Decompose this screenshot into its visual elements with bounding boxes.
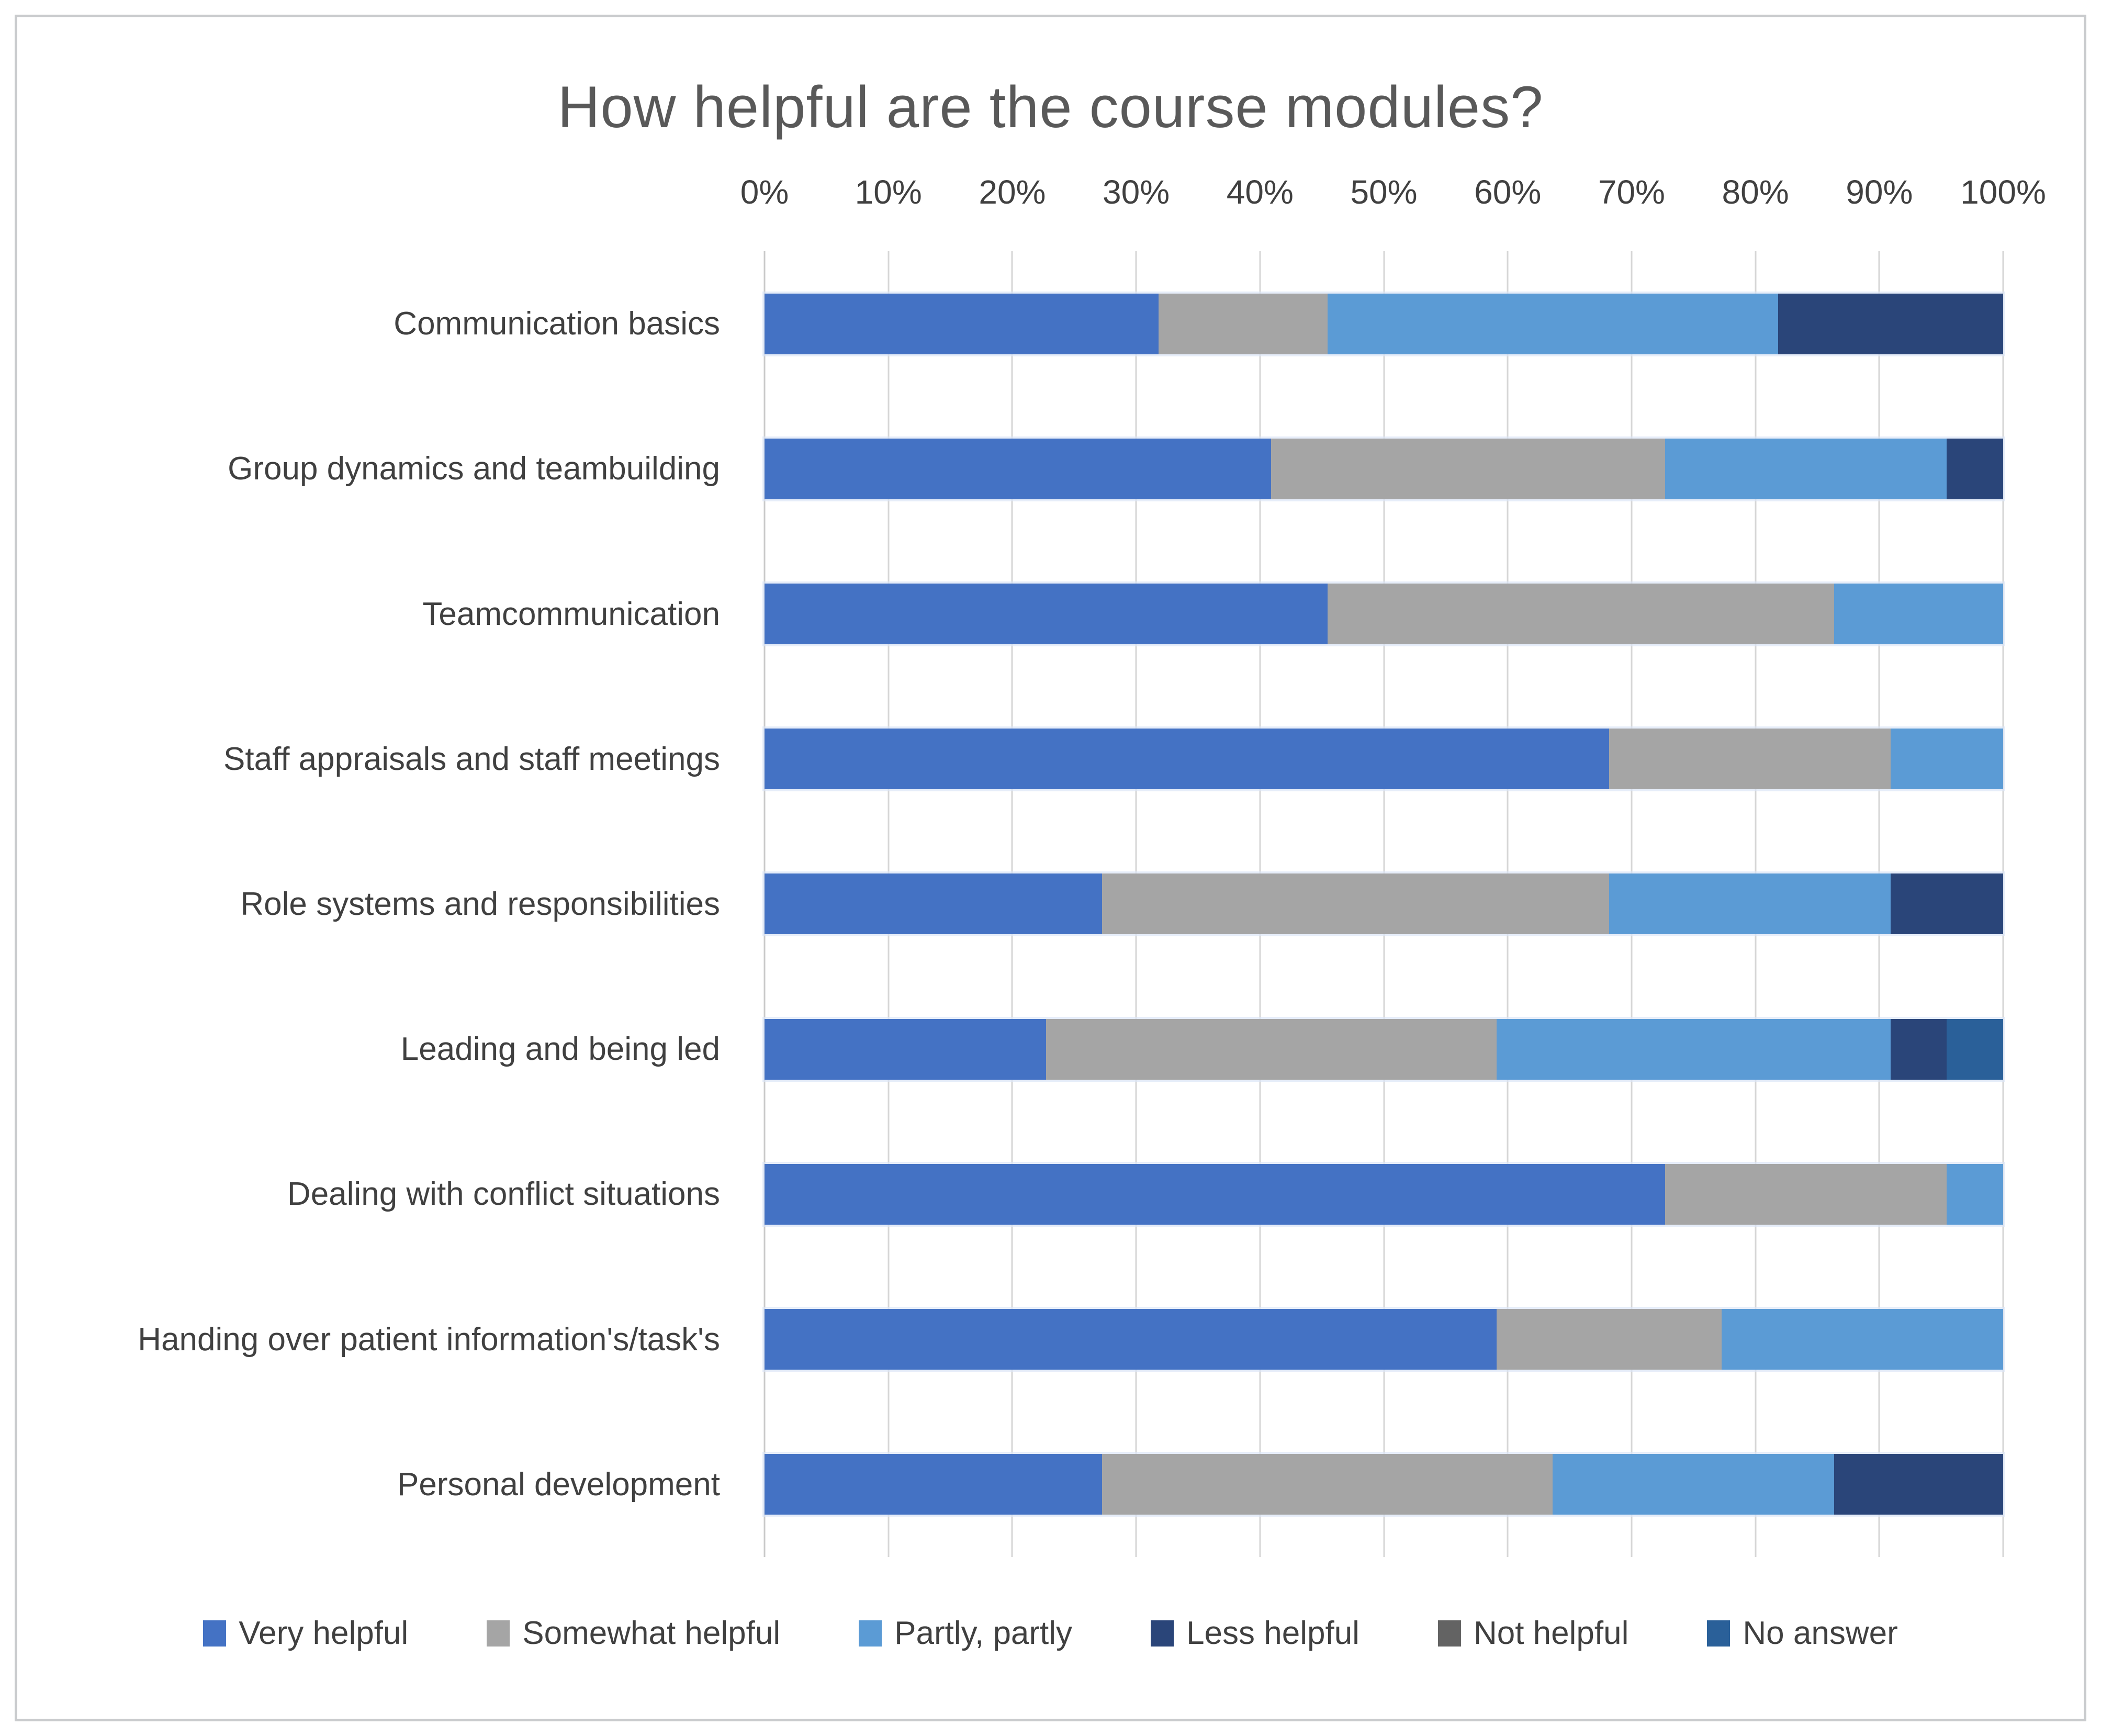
legend-item-not-helpful: Not helpful [1437, 1615, 1629, 1652]
bar-segment-very-helpful [765, 1309, 1497, 1370]
bar-row-dealing-with-conflict-situations [765, 1122, 2003, 1267]
x-axis-tick-label: 0% [740, 173, 789, 211]
x-axis-tick-label: 80% [1722, 173, 1789, 211]
bar-segment-partly-partly [1721, 1309, 2003, 1370]
bar-row-role-systems-and-responsibilities [765, 832, 2003, 977]
legend-item-very-helpful: Very helpful [203, 1615, 408, 1652]
legend-swatch-icon [1437, 1620, 1461, 1647]
legend-swatch-icon [203, 1620, 227, 1647]
category-label-leading-and-being-led: Leading and being led [400, 1031, 720, 1068]
legend-swatch-icon [1151, 1620, 1174, 1647]
bar-row-handing-over-patient-information-s-task-s [765, 1267, 2003, 1412]
y-axis-category-labels: Communication basics Group dynamics and t… [47, 251, 743, 1557]
bar-segment-somewhat-helpful [1271, 438, 1666, 499]
stacked-bar-role-systems-and-responsibilities [765, 873, 2003, 935]
x-axis-tick-label: 40% [1226, 173, 1294, 211]
bar-segment-partly-partly [1609, 873, 1891, 935]
category-label-role-systems-and-responsibilities: Role systems and responsibilities [240, 886, 720, 922]
category-label-communication-basics: Communication basics [394, 306, 720, 342]
bar-segment-very-helpful [765, 729, 1609, 790]
legend-swatch-icon [859, 1620, 882, 1647]
category-label-staff-appraisals-and-staff-meetings: Staff appraisals and staff meetings [223, 741, 720, 777]
bar-segment-less-helpful [1890, 1018, 1947, 1080]
chart-title: How helpful are the course modules? [557, 74, 1544, 140]
bar-segment-partly-partly [1834, 584, 2003, 645]
bar-segment-somewhat-helpful [1046, 1018, 1497, 1080]
x-axis-tick-label: 10% [855, 173, 922, 211]
bar-segment-partly-partly [1890, 729, 2003, 790]
legend-swatch-icon [1707, 1620, 1731, 1647]
legend-label: Partly, partly [894, 1615, 1073, 1651]
stacked-bar-personal-development [765, 1454, 2003, 1515]
bar-segment-somewhat-helpful [1102, 1454, 1553, 1515]
bar-segment-somewhat-helpful [1327, 584, 1835, 645]
x-axis-tick-label: 100% [1960, 173, 2046, 211]
stacked-bar-handing-over-patient-information-s-task-s [765, 1309, 2003, 1370]
stacked-bar-communication-basics [765, 293, 2003, 354]
bar-segment-very-helpful [765, 1163, 1666, 1225]
legend-label: Less helpful [1186, 1615, 1360, 1651]
bar-row-teamcommunication [765, 541, 2003, 686]
bar-segment-somewhat-helpful [1665, 1163, 1947, 1225]
bar-segment-no-answer [1947, 1018, 2003, 1080]
stacked-bar-leading-and-being-led [765, 1018, 2003, 1080]
legend-label: Very helpful [239, 1615, 409, 1651]
bar-row-communication-basics [765, 251, 2003, 396]
bar-segment-somewhat-helpful [1496, 1309, 1722, 1370]
legend-label: Somewhat helpful [522, 1615, 781, 1651]
legend-item-partly-partly: Partly, partly [859, 1615, 1072, 1652]
plot-area [763, 251, 2004, 1557]
x-axis-tick-label: 50% [1350, 173, 1418, 211]
bar-segment-very-helpful [765, 293, 1159, 354]
legend-label: Not helpful [1473, 1615, 1629, 1651]
bar-row-personal-development [765, 1412, 2003, 1557]
category-label-dealing-with-conflict-situations: Dealing with conflict situations [287, 1176, 720, 1213]
legend-label: No answer [1743, 1615, 1898, 1651]
bar-segment-partly-partly [1947, 1163, 2003, 1225]
bar-rows [765, 251, 2003, 1557]
bar-segment-very-helpful [765, 1454, 1103, 1515]
bar-segment-very-helpful [765, 438, 1272, 499]
bar-segment-less-helpful [1890, 873, 2003, 935]
x-axis: 0% 10% 20% 30% 40% 50% 60% 70% 80% 90% 100% [740, 173, 2046, 215]
legend-item-less-helpful: Less helpful [1151, 1615, 1360, 1652]
bar-row-group-dynamics-and-teambuilding [765, 396, 2003, 541]
bar-segment-very-helpful [765, 584, 1328, 645]
bar-segment-somewhat-helpful [1609, 729, 1891, 790]
category-label-teamcommunication: Teamcommunication [422, 596, 720, 632]
bar-row-staff-appraisals-and-staff-meetings [765, 687, 2003, 832]
x-axis-tick-label: 90% [1846, 173, 1913, 211]
bar-segment-partly-partly [1496, 1018, 1891, 1080]
bar-segment-less-helpful [1947, 438, 2003, 499]
stacked-bar-teamcommunication [765, 584, 2003, 645]
stacked-bar-dealing-with-conflict-situations [765, 1163, 2003, 1225]
bar-segment-very-helpful [765, 1018, 1046, 1080]
bar-segment-somewhat-helpful [1159, 293, 1328, 354]
bar-segment-less-helpful [1778, 293, 2003, 354]
x-axis-tick-label: 20% [979, 173, 1046, 211]
bar-row-leading-and-being-led [765, 977, 2003, 1122]
bar-segment-less-helpful [1834, 1454, 2003, 1515]
bar-segment-partly-partly [1665, 438, 1947, 499]
category-label-handing-over-patient-information-s-task-s: Handing over patient information's/task'… [138, 1321, 720, 1358]
category-label-group-dynamics-and-teambuilding: Group dynamics and teambuilding [228, 451, 720, 487]
gridline-100pct [2002, 251, 2004, 1557]
legend-item-somewhat-helpful: Somewhat helpful [487, 1615, 780, 1652]
bar-segment-somewhat-helpful [1102, 873, 1609, 935]
x-axis-tick-label: 70% [1598, 173, 1665, 211]
stacked-bar-staff-appraisals-and-staff-meetings [765, 729, 2003, 790]
legend-swatch-icon [487, 1620, 510, 1647]
x-axis-tick-label: 60% [1474, 173, 1542, 211]
bar-segment-very-helpful [765, 873, 1103, 935]
bar-segment-partly-partly [1328, 293, 1778, 354]
bar-segment-partly-partly [1553, 1454, 1835, 1515]
stacked-bar-group-dynamics-and-teambuilding [765, 438, 2003, 499]
legend-item-no-answer: No answer [1707, 1615, 1898, 1652]
x-axis-tick-label: 30% [1103, 173, 1170, 211]
category-label-personal-development: Personal development [397, 1466, 720, 1503]
legend: Very helpful Somewhat helpful Partly, part… [0, 1615, 2101, 1652]
